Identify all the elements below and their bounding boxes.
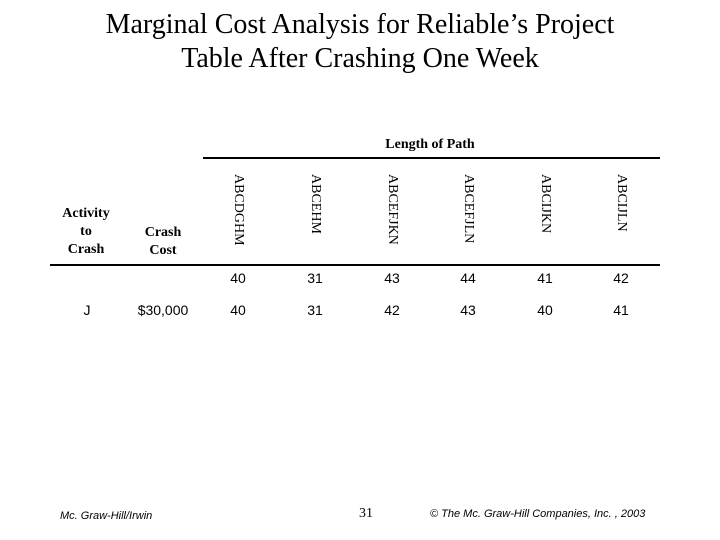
row-2-activity: J [83,302,91,318]
header-rule [203,157,660,159]
row-1-length-abcefjkn: 43 [384,270,400,286]
row-1-length-abcehm: 31 [307,270,323,286]
activity-header-line: Crash [67,242,105,257]
title-line-2: Table After Crashing One Week [181,43,539,74]
cost-header-line: Cost [149,243,177,258]
slide-title: Marginal Cost Analysis for Reliable’s Pr… [0,8,720,76]
row-2-cost: $30,000 [137,302,189,318]
row-2-length-abcefjln: 43 [460,302,476,318]
length-of-path-header: Length of Path [385,137,475,152]
row-2-length-abcefjkn: 42 [384,302,400,318]
cost-header-line: Crash [144,225,182,240]
activity-to-crash-header: Activity to Crash [50,205,122,259]
row-1-length-abcijkn: 41 [537,270,553,286]
row-1-length-abcijln: 42 [613,270,629,286]
row-2-length-abcijkn: 40 [537,302,553,318]
row-1-length-abcdghm: 40 [230,270,246,286]
path-header-abcefjln: ABCEFJLN [461,174,476,244]
copyright-footer: © The Mc. Graw-Hill Companies, Inc. , 20… [430,508,646,520]
publisher-footer: Mc. Graw-Hill/Irwin [60,510,153,522]
crash-cost-header: Crash Cost [128,224,198,260]
column-header-rule [50,264,660,266]
path-header-abcdghm: ABCDGHM [231,174,246,246]
page-number: 31 [359,506,373,521]
path-header-abcijkn: ABCIJKN [538,174,553,234]
activity-header-line: to [80,224,92,239]
path-header-abcefjkn: ABCEFJKN [385,174,400,245]
row-2-length-abcehm: 31 [307,302,323,318]
path-header-abcijln: ABCIJLN [614,174,629,232]
title-line-1: Marginal Cost Analysis for Reliable’s Pr… [105,9,615,40]
path-header-abcehm: ABCEHM [308,174,323,234]
row-1-length-abcefjln: 44 [460,270,476,286]
row-2-length-abcijln: 41 [613,302,629,318]
activity-header-line: Activity [62,206,110,221]
row-2-length-abcdghm: 40 [230,302,246,318]
